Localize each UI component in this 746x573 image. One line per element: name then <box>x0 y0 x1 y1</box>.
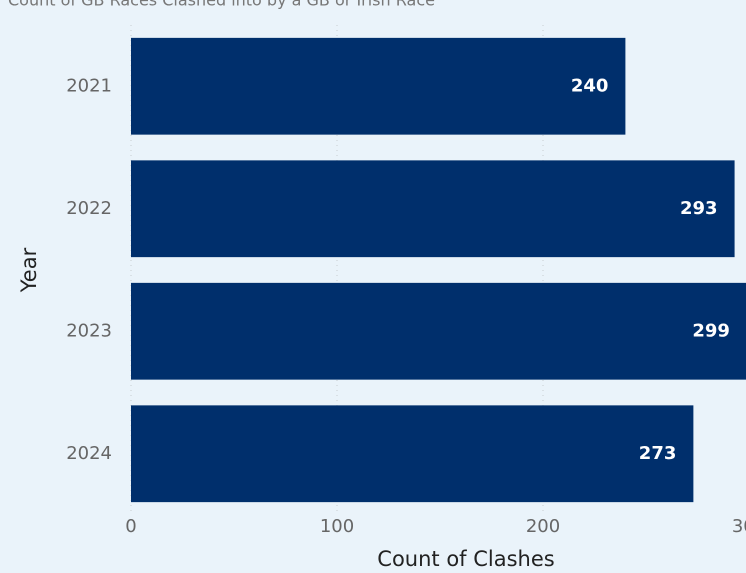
x-tick-label: 300 <box>732 516 746 537</box>
y-tick-label: 2023 <box>66 320 112 341</box>
x-axis-title: Count of Clashes <box>377 547 554 571</box>
x-tick-label: 0 <box>125 516 136 537</box>
bar <box>131 405 694 503</box>
data-label: 299 <box>692 320 730 341</box>
data-label: 240 <box>571 75 609 96</box>
y-axis-title: Year <box>17 247 41 293</box>
x-tick-label: 100 <box>320 516 354 537</box>
y-tick-label: 2021 <box>66 75 112 96</box>
x-tick-label: 200 <box>526 516 560 537</box>
bar <box>131 282 746 380</box>
bar <box>131 37 626 135</box>
chart-title: Count of GB Races Clashed into by a GB o… <box>8 0 435 10</box>
y-tick-label: 2024 <box>66 443 112 464</box>
data-label: 293 <box>680 198 718 219</box>
y-tick-label: 2022 <box>66 198 112 219</box>
data-label: 273 <box>639 443 677 464</box>
bar <box>131 160 735 258</box>
